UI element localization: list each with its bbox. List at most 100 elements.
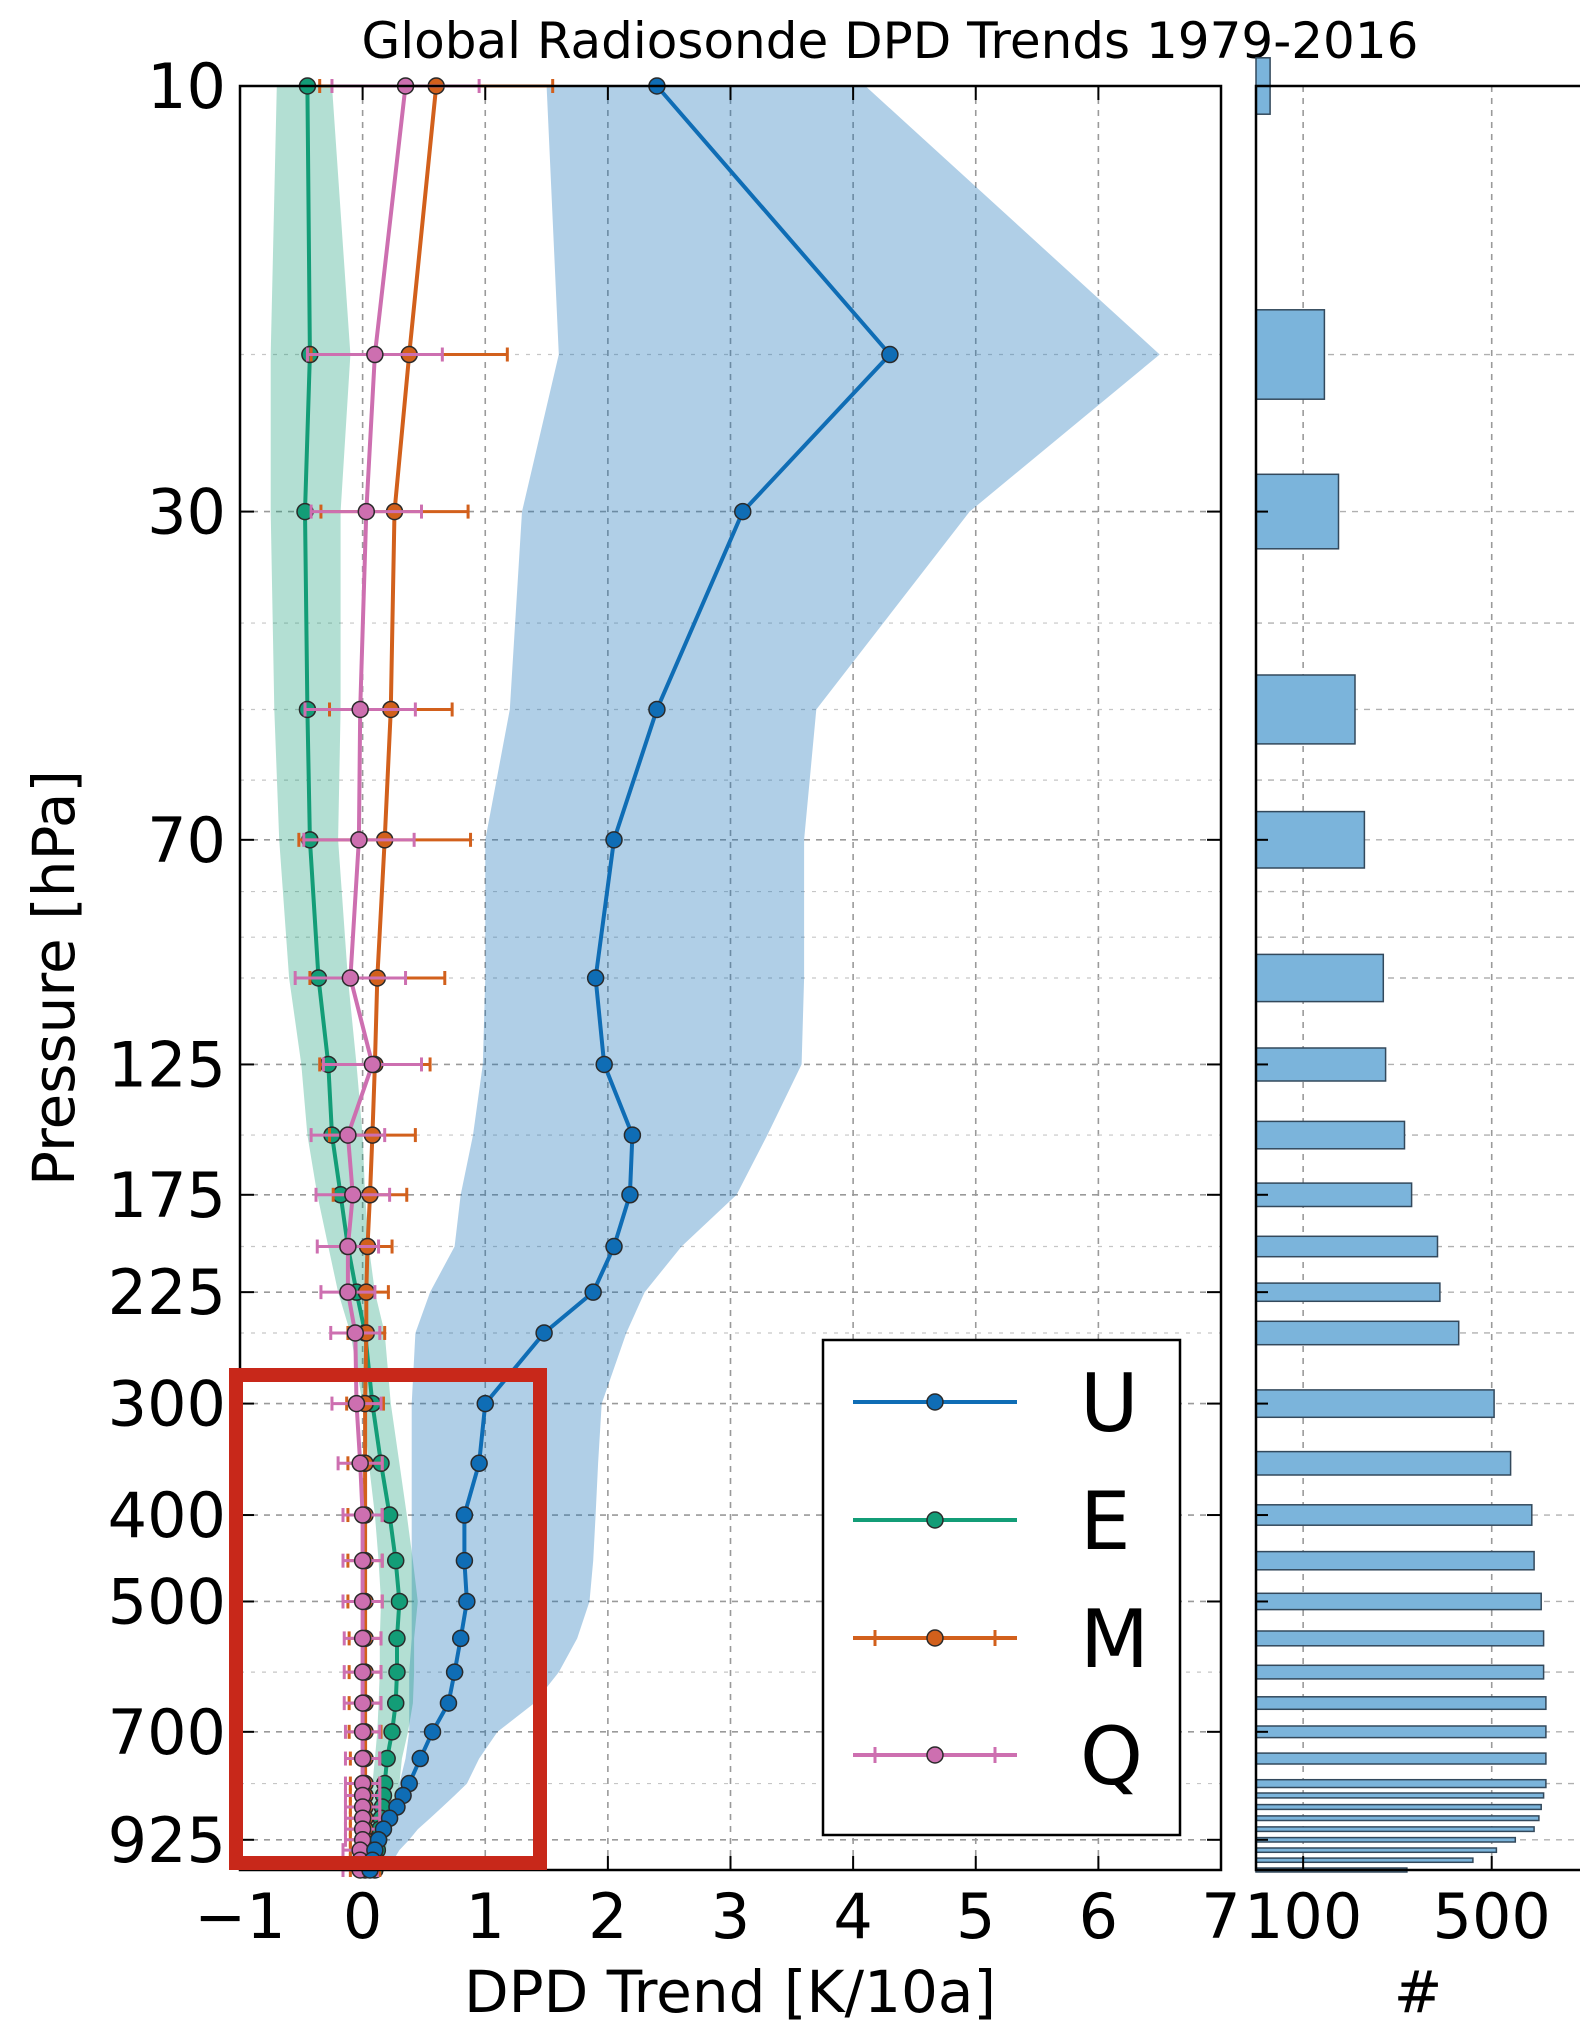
histogram-bar xyxy=(1255,1389,1495,1419)
series-lines xyxy=(293,77,899,1879)
point-E xyxy=(380,1506,399,1524)
legend-label: M xyxy=(1080,1593,1149,1686)
histogram-frame xyxy=(1254,84,1580,1872)
point-U xyxy=(605,831,623,849)
histogram-bar xyxy=(1255,1235,1439,1258)
histogram-bar xyxy=(1255,1664,1545,1680)
point-U xyxy=(605,1237,623,1256)
legend-item-U: U xyxy=(853,1357,1139,1450)
point-U xyxy=(621,1186,639,1204)
histogram-bar xyxy=(1255,674,1356,745)
legend-marker xyxy=(926,1393,944,1411)
y-tick-label: 500 xyxy=(108,1565,226,1638)
histogram-bar xyxy=(1255,1826,1535,1833)
histogram-bar xyxy=(1255,1815,1540,1822)
point-Q xyxy=(339,1237,357,1256)
y-tick-label: 700 xyxy=(108,1696,226,1769)
point-U xyxy=(423,1723,442,1741)
point-Q xyxy=(339,1283,357,1301)
y-tick-label: 70 xyxy=(147,804,226,877)
x-tick-label: 1 xyxy=(466,1880,505,1953)
point-U xyxy=(455,1506,474,1524)
histogram-x-tick-label: 100 xyxy=(1244,1880,1362,1953)
x-tick-label: 7 xyxy=(1201,1880,1240,1953)
histogram-bar xyxy=(1255,1550,1535,1571)
point-Q xyxy=(350,831,368,849)
y-tick-label: 400 xyxy=(108,1479,226,1552)
point-U xyxy=(586,969,605,987)
histogram-bar xyxy=(1255,810,1366,869)
point-Q xyxy=(353,1663,372,1681)
x-ticks: −1 0 1 2 3 4 5 6 7 xyxy=(194,86,1241,1953)
point-Q xyxy=(353,1723,372,1741)
point-E xyxy=(378,1749,396,1768)
point-U xyxy=(451,1629,470,1648)
point-U xyxy=(445,1663,464,1681)
legend-item-Q: Q xyxy=(853,1710,1143,1803)
legend-label: Q xyxy=(1080,1710,1143,1803)
histogram-bar xyxy=(1255,1792,1545,1799)
y-tick-label: 175 xyxy=(108,1159,226,1232)
point-Q xyxy=(344,1186,362,1204)
histogram-bar xyxy=(1255,1504,1533,1526)
legend-item-E: E xyxy=(853,1475,1131,1568)
y-tick-label: 10 xyxy=(147,50,226,123)
legend-box xyxy=(821,1338,1182,1837)
y-tick-label: 925 xyxy=(108,1804,226,1877)
point-Q xyxy=(353,1629,372,1648)
y-tick-label: 225 xyxy=(108,1256,226,1329)
point-U xyxy=(595,1055,613,1074)
legend-item-M: M xyxy=(853,1593,1149,1686)
histogram-bar xyxy=(1255,1752,1547,1765)
point-E xyxy=(383,1723,401,1741)
x-axis-label: DPD Trend [K/10a] xyxy=(464,1958,996,2026)
x-tick-label: 6 xyxy=(1079,1880,1118,1953)
chart-title: Global Radiosonde DPD Trends 1979-2016 xyxy=(362,12,1419,70)
point-E xyxy=(390,1592,409,1611)
point-Q xyxy=(351,1454,369,1473)
histogram-bar xyxy=(1255,1450,1512,1476)
y-tick-label: 30 xyxy=(147,476,226,549)
histogram-bar xyxy=(1255,1803,1542,1811)
point-U xyxy=(881,345,899,364)
histogram-bar xyxy=(1255,1592,1542,1611)
point-E xyxy=(388,1663,406,1681)
histogram-bar xyxy=(1255,1696,1547,1711)
point-U xyxy=(535,1324,553,1342)
point-Q xyxy=(366,345,384,364)
histogram-bar xyxy=(1255,1847,1498,1854)
legend-label: E xyxy=(1080,1475,1131,1568)
point-Q xyxy=(351,700,369,719)
y-axis-label: Pressure [hPa] xyxy=(20,770,88,1186)
point-U xyxy=(455,1551,474,1570)
point-U xyxy=(411,1749,430,1768)
highlight-box xyxy=(229,1368,547,1870)
point-Q xyxy=(353,1749,372,1768)
y-ticks: 10 30 70 125 175 225 300 400 500 700 925 xyxy=(108,50,1221,1877)
histogram-x-ticks: 100 500 xyxy=(1244,85,1551,1953)
point-Q xyxy=(353,1551,372,1570)
point-Q xyxy=(353,1592,372,1611)
point-Q xyxy=(339,1126,357,1144)
histogram-bar xyxy=(1255,1120,1406,1150)
histogram-bar xyxy=(1255,1857,1474,1864)
legend-marker xyxy=(926,1746,944,1764)
point-U xyxy=(470,1454,488,1473)
point-U xyxy=(623,1126,642,1144)
point-U xyxy=(584,1283,602,1301)
histogram-bar xyxy=(1255,309,1326,400)
histogram-bar xyxy=(1255,1182,1413,1208)
histogram-bar xyxy=(1255,1836,1517,1843)
point-Q xyxy=(353,1694,372,1712)
histogram-bar xyxy=(1255,1778,1547,1789)
point-Q xyxy=(341,969,360,987)
point-E xyxy=(386,1551,405,1570)
histogram-plot: 100 500 # xyxy=(1244,57,1580,2026)
series-U xyxy=(361,77,899,1879)
point-U xyxy=(734,502,752,521)
legend-marker xyxy=(926,1511,944,1529)
histogram-bar xyxy=(1255,1630,1545,1647)
histogram-bar xyxy=(1255,1725,1547,1739)
histogram-bar xyxy=(1255,953,1385,1003)
